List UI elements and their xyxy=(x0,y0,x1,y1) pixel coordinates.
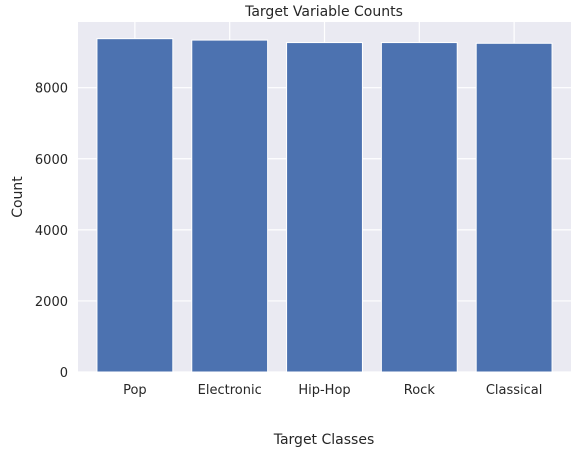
x-tick-labels: Pop Electronic Hip-Hop Rock Classical xyxy=(123,383,542,398)
x-tick-label: Classical xyxy=(486,383,543,398)
x-axis-label: Target Classes xyxy=(273,432,375,448)
chart-title: Target Variable Counts xyxy=(244,4,403,20)
bar-electronic xyxy=(191,39,269,373)
x-tick-label: Electronic xyxy=(198,383,262,398)
y-tick-label: 6000 xyxy=(35,153,68,168)
y-tick-label: 8000 xyxy=(35,82,68,97)
x-tick-label: Hip-Hop xyxy=(298,383,350,398)
y-tick-label: 2000 xyxy=(35,295,68,310)
bar-hip-hop xyxy=(286,42,363,373)
bar-rock xyxy=(380,42,458,373)
bar-classical xyxy=(475,42,553,373)
y-tick-label: 0 xyxy=(60,366,68,381)
bar-pop xyxy=(96,38,174,373)
bars xyxy=(96,38,553,373)
y-tick-labels: 0 2000 4000 6000 8000 xyxy=(35,82,68,381)
y-tick-label: 4000 xyxy=(35,224,68,239)
x-tick-label: Rock xyxy=(404,383,436,398)
x-tick-label: Pop xyxy=(123,383,147,398)
y-axis-label: Count xyxy=(10,176,26,218)
